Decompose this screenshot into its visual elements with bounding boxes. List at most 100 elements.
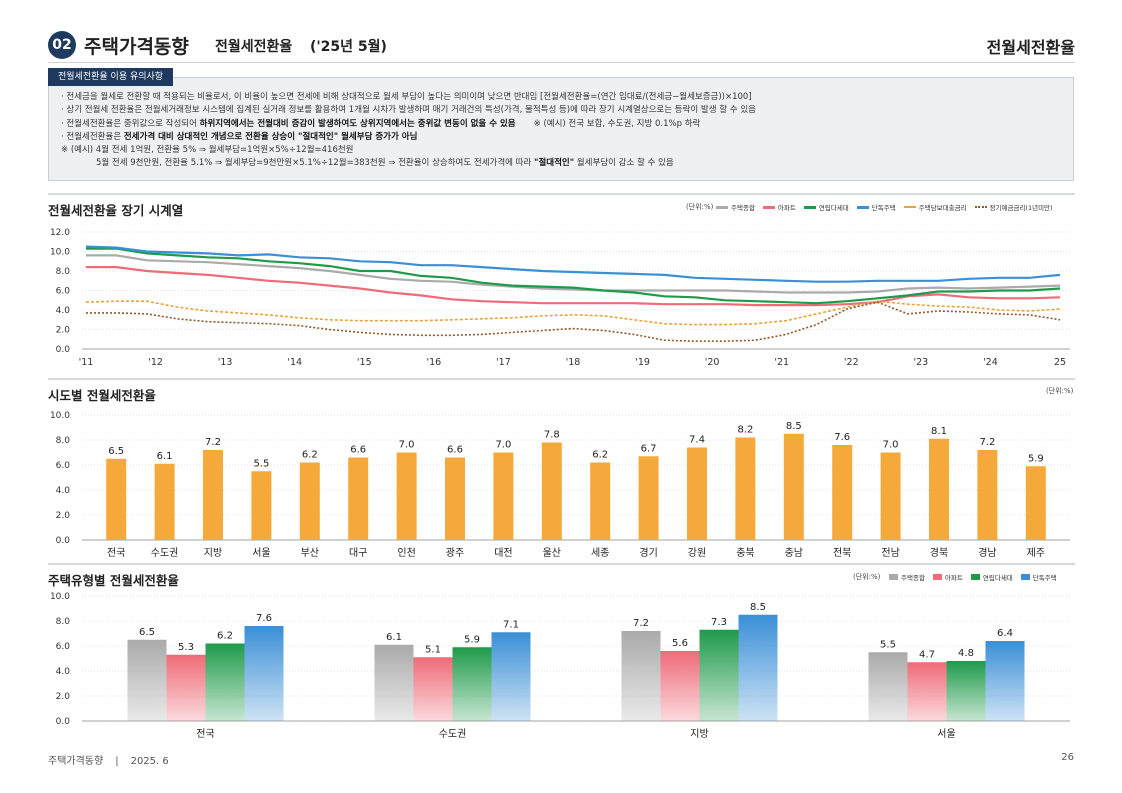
legend-swatch	[974, 206, 987, 208]
bar	[374, 644, 414, 721]
data-label: 5.5	[880, 639, 896, 650]
legend-swatch	[932, 574, 942, 580]
section-title: 주택가격동향	[84, 36, 189, 58]
series-line	[86, 247, 1061, 305]
y-tick-label: 4.0	[56, 306, 71, 316]
y-tick-label: 10.0	[50, 592, 70, 602]
bar	[946, 661, 986, 721]
section-divider-3	[48, 563, 1075, 565]
x-tick-label: '15	[357, 357, 372, 368]
footer-separator: |	[115, 756, 119, 767]
x-tick-label: '16	[427, 357, 442, 368]
notice-line-4: · 전월세전환율은 전세가격 대비 상대적인 개념으로 전환율 상승이 "절대적…	[61, 131, 418, 142]
data-label: 5.1	[425, 644, 441, 655]
x-tick-label: '24	[983, 357, 998, 368]
x-tick-label: '17	[496, 357, 511, 368]
data-label: 6.5	[139, 627, 155, 638]
x-tick-label: '20	[705, 357, 720, 368]
bar	[590, 462, 611, 540]
bar	[203, 450, 223, 540]
series-line	[85, 300, 1061, 326]
chart2-unit: (단위:%)	[1046, 387, 1074, 395]
chart1-title: 전월세전환율 장기 시계열	[48, 203, 184, 218]
legend-label: 아파트	[777, 204, 796, 212]
legend-item: 주택종합	[889, 572, 925, 582]
data-label: 5.9	[464, 634, 480, 645]
y-tick-label: 2.0	[56, 326, 71, 336]
y-tick-label: 10.0	[50, 411, 70, 421]
legend-swatch	[889, 574, 898, 580]
bar	[735, 437, 756, 540]
notice-line-1: · 전세금을 월세로 전환할 때 적용되는 비율로서, 이 비율이 높으면 전세…	[61, 92, 752, 102]
data-label: 7.6	[256, 613, 272, 624]
x-tick-label: 수도권	[151, 547, 179, 559]
chart2-bar-chart: 0.0 2.0 4.0 6.0 8.0 10.0 6.5 전국 6.1 수도권 7.2 지방 5.5 서울…	[50, 411, 1070, 559]
bar	[907, 662, 947, 721]
data-label: 7.3	[711, 617, 727, 628]
bar	[251, 471, 272, 540]
chart3-legend: 주택종합 아파트 연립다세대 단독주택	[889, 572, 1057, 582]
x-tick-label: 지방	[204, 547, 222, 559]
x-tick-label: 전국	[107, 547, 125, 559]
chart2-title: 시도별 전월세전환율	[48, 388, 156, 403]
chart1-line-chart: 0.0 2.0 4.0 6.0 8.0 10.0 12.0 '11 '12 '13 '14 '15 '1…	[50, 228, 1070, 368]
chart3-grouped-bar-chart: 0.0 2.0 4.0 6.0 8.0 10.0 6.5 5.3 6.2 7.6 전국 6.1 5.1 5…	[50, 592, 1070, 740]
y-tick-label: 8.0	[56, 436, 71, 446]
legend-label: 연립다세대	[818, 204, 849, 212]
section-divider-1	[48, 193, 1075, 195]
x-tick-label: '19	[635, 357, 650, 368]
legend-label: 단독주택	[871, 204, 896, 212]
notice-tab: 전월세전환율 이용 유의사항	[48, 68, 174, 86]
header-divider	[48, 62, 1075, 63]
data-label: 6.2	[592, 450, 608, 461]
bar	[299, 462, 320, 540]
legend-swatch	[762, 205, 775, 209]
legend-swatch	[716, 205, 728, 209]
y-tick-label: 4.0	[56, 667, 71, 677]
x-tick-label: '14	[287, 357, 302, 368]
bar	[868, 652, 908, 721]
data-label: 6.2	[217, 631, 233, 642]
x-tick-label: 충북	[736, 547, 754, 559]
bar	[1025, 466, 1046, 540]
bar	[166, 654, 206, 721]
footer-title: 주택가격동향	[48, 756, 104, 767]
data-label: 8.1	[931, 426, 947, 437]
x-tick-label: 전국	[196, 728, 214, 740]
y-tick-label: 2.0	[56, 511, 71, 521]
y-tick-label: 12.0	[50, 228, 70, 238]
bar	[493, 452, 514, 540]
x-tick-label: 강원	[688, 547, 706, 559]
bar	[783, 433, 804, 540]
x-tick-label: 경남	[978, 546, 996, 559]
series-line	[86, 265, 1061, 307]
bar	[348, 457, 369, 540]
legend-swatch	[856, 205, 869, 209]
y-tick-label: 0.0	[56, 345, 71, 355]
y-tick-label: 8.0	[56, 617, 71, 627]
legend-item: 주택담보대출금리	[903, 202, 967, 212]
x-tick-label: 전북	[833, 547, 851, 559]
legend-item: 아파트	[762, 202, 796, 212]
legend-label: 아파트	[944, 574, 963, 582]
series-line	[85, 245, 1061, 283]
data-label: 6.6	[447, 445, 463, 456]
x-tick-label: 제주	[1027, 547, 1045, 559]
y-tick-label: 10.0	[50, 248, 70, 258]
data-label: 5.5	[253, 458, 269, 469]
chart3-title: 주택유형별 전월세전환율	[48, 573, 179, 588]
x-tick-label: 지방	[690, 728, 708, 740]
x-tick-label: '22	[844, 357, 859, 368]
x-tick-label: '12	[148, 357, 163, 368]
legend-item: 연립다세대	[803, 202, 849, 212]
data-label: 7.0	[883, 440, 899, 451]
legend-item: 단독주택	[1020, 572, 1057, 582]
y-tick-label: 0.0	[56, 536, 71, 546]
legend-swatch	[903, 206, 916, 208]
notice-line-5: ※ (예시) 4월 전세 1억원, 전환율 5% ⇒ 월세부담=1억원×5%÷1…	[61, 145, 354, 156]
legend-label: 주택종합	[901, 574, 925, 582]
data-label: 7.2	[205, 437, 221, 448]
legend-label: 단독주택	[1032, 574, 1057, 582]
page-number: 26	[1061, 752, 1074, 763]
data-label: 4.7	[919, 649, 935, 660]
